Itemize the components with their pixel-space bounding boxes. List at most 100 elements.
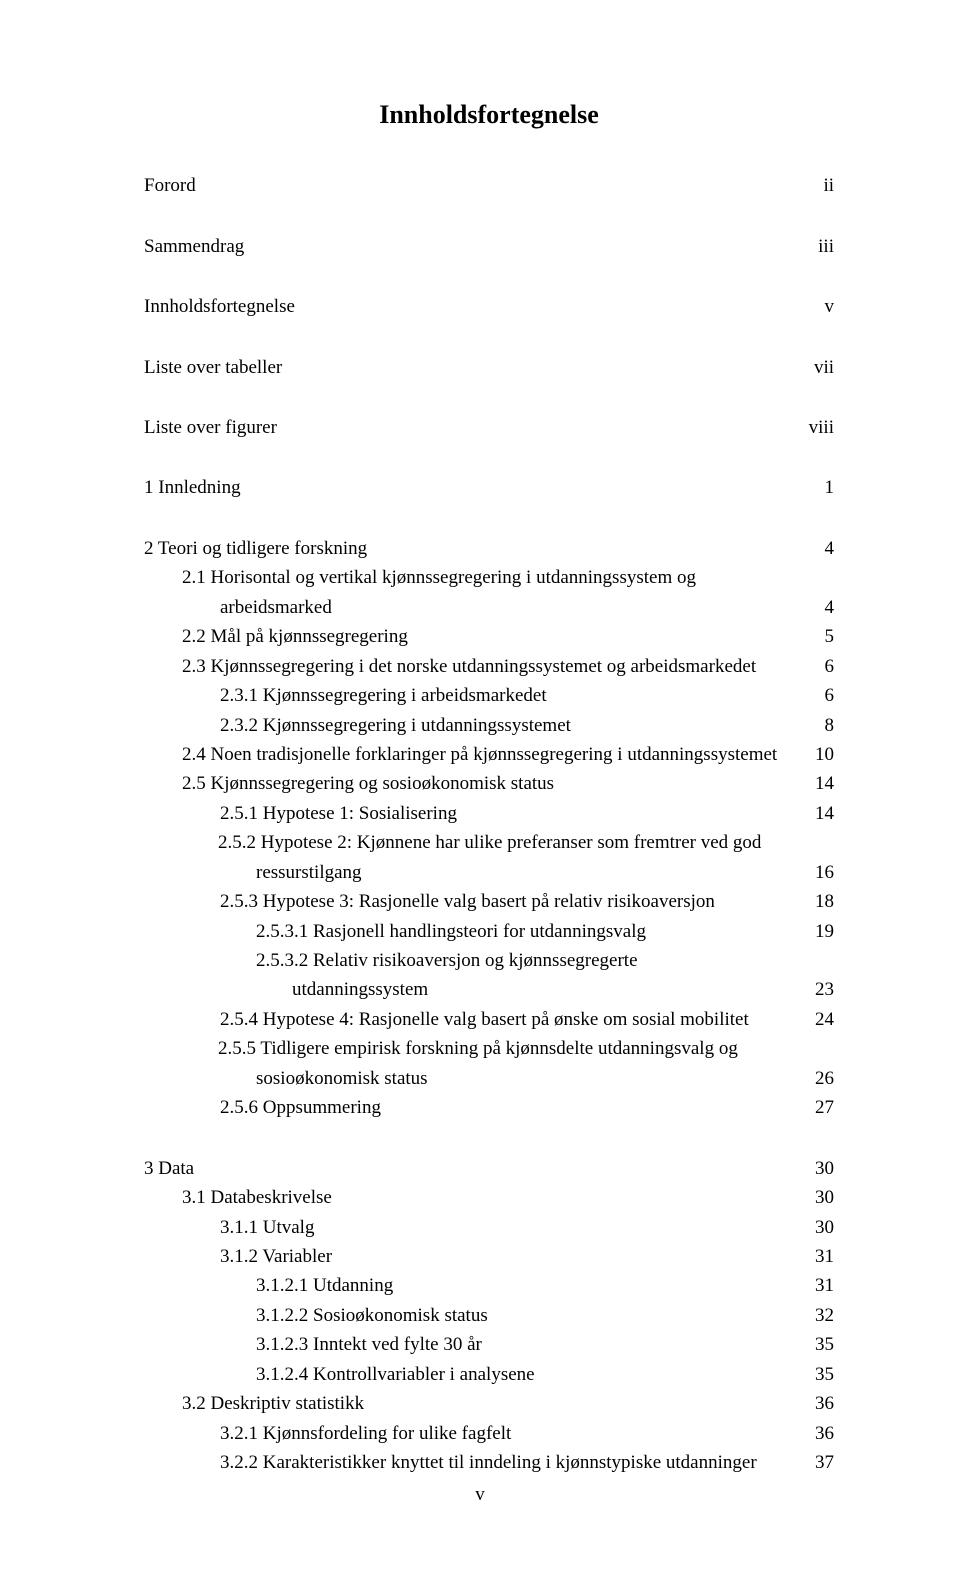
toc-page: vii bbox=[804, 353, 834, 382]
toc-entry-c22: 2.2 Mål på kjønnssegregering 5 bbox=[144, 622, 834, 651]
toc-label: 3.1.1 Utvalg bbox=[220, 1213, 805, 1242]
toc-page: 30 bbox=[805, 1213, 834, 1242]
toc-page: 16 bbox=[805, 858, 834, 887]
toc-entry-c321: 3.2.1 Kjønnsfordeling for ulike fagfelt … bbox=[144, 1419, 834, 1448]
toc-entry-c3: 3 Data 30 bbox=[144, 1154, 834, 1183]
toc-entry-c232: 2.3.2 Kjønnssegregering i utdanningssyst… bbox=[144, 711, 834, 740]
toc-entry-c255b: sosioøkonomisk status 26 bbox=[144, 1064, 834, 1093]
toc-page: 1 bbox=[815, 473, 835, 502]
toc-entry-c3123: 3.1.2.3 Inntekt ved fylte 30 år 35 bbox=[144, 1330, 834, 1359]
toc-label: 2.5.4 Hypotese 4: Rasjonelle valg basert… bbox=[220, 1005, 805, 1034]
toc-label: 2.3 Kjønnssegregering i det norske utdan… bbox=[182, 652, 815, 681]
toc-entry-c253: 2.5.3 Hypotese 3: Rasjonelle valg basert… bbox=[144, 887, 834, 916]
toc-entry-c31: 3.1 Databeskrivelse 30 bbox=[144, 1183, 834, 1212]
spacer bbox=[144, 442, 834, 473]
toc-entry-c23: 2.3 Kjønnssegregering i det norske utdan… bbox=[144, 652, 834, 681]
toc-entry-c2: 2 Teori og tidligere forskning 4 bbox=[144, 534, 834, 563]
toc-entry-c255a: 2.5.5 Tidligere empirisk forskning på kj… bbox=[144, 1034, 834, 1063]
spacer bbox=[144, 1123, 834, 1154]
toc-entry-c252b: ressurstilgang 16 bbox=[144, 858, 834, 887]
toc-entry-c2532a: 2.5.3.2 Relativ risikoaversjon og kjønns… bbox=[144, 946, 834, 975]
toc-entry-c25: 2.5 Kjønnssegregering og sosioøkonomisk … bbox=[144, 769, 834, 798]
toc-page: 19 bbox=[805, 917, 834, 946]
toc-page: 14 bbox=[805, 769, 834, 798]
toc-label: 2.5.2 Hypotese 2: Kjønnene har ulike pre… bbox=[256, 828, 834, 857]
toc-page: 37 bbox=[805, 1448, 834, 1477]
spacer bbox=[144, 382, 834, 413]
toc-entry-c252a: 2.5.2 Hypotese 2: Kjønnene har ulike pre… bbox=[144, 828, 834, 857]
toc-entry-forord: Forord ii bbox=[144, 171, 834, 200]
toc-label: 2.5.1 Hypotese 1: Sosialisering bbox=[220, 799, 805, 828]
toc-page: ii bbox=[813, 171, 834, 200]
spacer bbox=[144, 261, 834, 292]
toc-label: 2.3.1 Kjønnssegregering i arbeidsmarkede… bbox=[220, 681, 815, 710]
toc-page: 5 bbox=[815, 622, 835, 651]
toc-label: Sammendrag bbox=[144, 232, 808, 261]
toc-entry-c21b: arbeidsmarked 4 bbox=[144, 593, 834, 622]
toc-entry-c3124: 3.1.2.4 Kontrollvariabler i analysene 35 bbox=[144, 1360, 834, 1389]
toc-page: 30 bbox=[805, 1183, 834, 1212]
toc-entry-c32: 3.2 Deskriptiv statistikk 36 bbox=[144, 1389, 834, 1418]
toc-label: 3.2.2 Karakteristikker knyttet til innde… bbox=[220, 1448, 805, 1477]
toc-entry-c21a: 2.1 Horisontal og vertikal kjønnssegrege… bbox=[144, 563, 834, 592]
toc-entry-c3121: 3.1.2.1 Utdanning 31 bbox=[144, 1271, 834, 1300]
toc-entry-c24: 2.4 Noen tradisjonelle forklaringer på k… bbox=[144, 740, 834, 769]
toc-label: 2.1 Horisontal og vertikal kjønnssegrege… bbox=[220, 563, 834, 592]
toc-label: 2.4 Noen tradisjonelle forklaringer på k… bbox=[182, 740, 805, 769]
toc-page: 14 bbox=[805, 799, 834, 828]
toc-page: 36 bbox=[805, 1419, 834, 1448]
toc-label: 3.2 Deskriptiv statistikk bbox=[182, 1389, 805, 1418]
toc-label: 2.5.6 Oppsummering bbox=[220, 1093, 805, 1122]
toc-label: sosioøkonomisk status bbox=[256, 1064, 805, 1093]
toc-label: 2 Teori og tidligere forskning bbox=[144, 534, 815, 563]
toc-page: 6 bbox=[815, 652, 835, 681]
toc-label: 3.1.2.3 Inntekt ved fylte 30 år bbox=[256, 1330, 805, 1359]
toc-label: ressurstilgang bbox=[256, 858, 805, 887]
toc-entry-c251: 2.5.1 Hypotese 1: Sosialisering 14 bbox=[144, 799, 834, 828]
toc-page: 32 bbox=[805, 1301, 834, 1330]
toc-entry-tabeller: Liste over tabeller vii bbox=[144, 353, 834, 382]
toc-page: 31 bbox=[805, 1271, 834, 1300]
toc-page: 10 bbox=[805, 740, 834, 769]
toc-label: 3.1 Databeskrivelse bbox=[182, 1183, 805, 1212]
toc-entry-c2532b: utdanningssystem 23 bbox=[144, 975, 834, 1004]
toc-label: Liste over figurer bbox=[144, 413, 799, 442]
toc-label: 2.5.5 Tidligere empirisk forskning på kj… bbox=[256, 1034, 834, 1063]
toc-page: 24 bbox=[805, 1005, 834, 1034]
toc-entry-c311: 3.1.1 Utvalg 30 bbox=[144, 1213, 834, 1242]
toc-entry-figurer: Liste over figurer viii bbox=[144, 413, 834, 442]
toc-label: utdanningssystem bbox=[292, 975, 805, 1004]
toc-label: 3.1.2.2 Sosioøkonomisk status bbox=[256, 1301, 805, 1330]
toc-page: 30 bbox=[805, 1154, 834, 1183]
toc-label: Innholdsfortegnelse bbox=[144, 292, 815, 321]
spacer bbox=[144, 201, 834, 232]
toc-label: 3.2.1 Kjønnsfordeling for ulike fagfelt bbox=[220, 1419, 805, 1448]
toc-page: 4 bbox=[815, 534, 835, 563]
toc-label: 2.3.2 Kjønnssegregering i utdanningssyst… bbox=[220, 711, 815, 740]
toc-page: 8 bbox=[815, 711, 835, 740]
toc-page: 36 bbox=[805, 1389, 834, 1418]
toc-label: 2.5.3.2 Relativ risikoaversjon og kjønns… bbox=[256, 946, 834, 975]
toc-label: 2.2 Mål på kjønnssegregering bbox=[182, 622, 815, 651]
toc-label: 3.1.2 Variabler bbox=[220, 1242, 805, 1271]
toc-entry-c3122: 3.1.2.2 Sosioøkonomisk status 32 bbox=[144, 1301, 834, 1330]
toc-label: 3.1.2.4 Kontrollvariabler i analysene bbox=[256, 1360, 805, 1389]
toc-entry-sammendrag: Sammendrag iii bbox=[144, 232, 834, 261]
page-title: Innholdsfortegnelse bbox=[144, 95, 834, 135]
toc-page: v bbox=[815, 292, 835, 321]
toc-label: 1 Innledning bbox=[144, 473, 815, 502]
toc-page: iii bbox=[808, 232, 834, 261]
toc-entry-innhold: Innholdsfortegnelse v bbox=[144, 292, 834, 321]
spacer bbox=[144, 322, 834, 353]
toc-page: 35 bbox=[805, 1360, 834, 1389]
toc-entry-c2531: 2.5.3.1 Rasjonell handlingsteori for utd… bbox=[144, 917, 834, 946]
toc-page: viii bbox=[799, 413, 834, 442]
toc-page: 23 bbox=[805, 975, 834, 1004]
toc-entry-c312: 3.1.2 Variabler 31 bbox=[144, 1242, 834, 1271]
toc-label: arbeidsmarked bbox=[220, 593, 815, 622]
toc-label: 2.5.3.1 Rasjonell handlingsteori for utd… bbox=[256, 917, 805, 946]
toc-page: 4 bbox=[815, 593, 835, 622]
page-number: v bbox=[0, 1480, 960, 1509]
toc-page: 31 bbox=[805, 1242, 834, 1271]
toc-entry-c322: 3.2.2 Karakteristikker knyttet til innde… bbox=[144, 1448, 834, 1477]
